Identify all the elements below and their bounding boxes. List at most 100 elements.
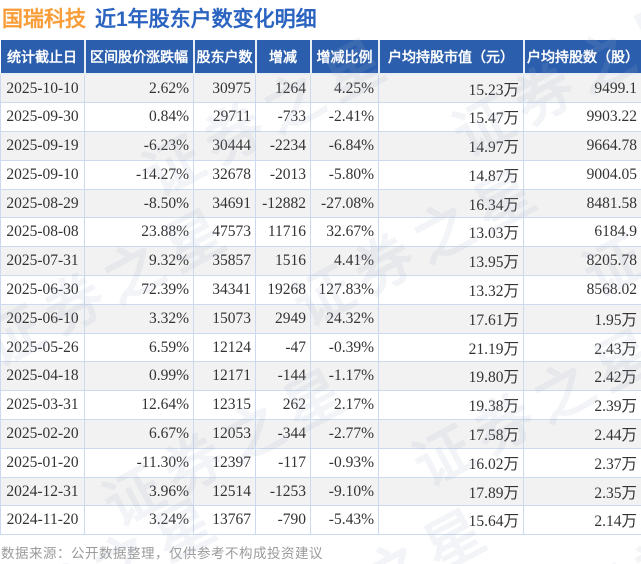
cell-avg-shares: 2.14万 bbox=[523, 505, 641, 536]
cell-price-change: -8.50% bbox=[84, 188, 194, 219]
cell-holder-count: 32678 bbox=[193, 159, 256, 190]
cell-delta-ratio: -0.93% bbox=[310, 447, 379, 478]
cell-avg-market-value: 19.38万 bbox=[378, 390, 524, 421]
table-row: 2025-06-30 72.39% 34341 19268 127.83% 13.32万 8… bbox=[0, 275, 641, 305]
cell-price-change: 3.96% bbox=[84, 476, 194, 507]
cell-date: 2025-09-30 bbox=[0, 102, 85, 133]
cell-holder-count: 12053 bbox=[193, 419, 256, 449]
table-body: 2025-10-10 2.62% 30975 1264 4.25% 15.23万 9499.… bbox=[0, 73, 641, 536]
column-header-avg-shares: 户均持股数（股） bbox=[522, 40, 641, 75]
cell-delta: -47 bbox=[255, 332, 311, 363]
cell-holder-count: 29711 bbox=[193, 102, 256, 133]
cell-delta: -344 bbox=[255, 419, 311, 449]
cell-date: 2025-09-19 bbox=[0, 131, 85, 161]
cell-date: 2025-06-10 bbox=[0, 303, 85, 334]
table-row: 2025-04-18 0.99% 12171 -144 -1.17% 19.80万 2.42… bbox=[0, 361, 641, 392]
cell-delta: 1264 bbox=[255, 73, 311, 104]
cell-avg-shares: 9664.78 bbox=[523, 131, 641, 161]
table-row: 2025-01-20 -11.30% 12397 -117 -0.93% 16.02万 2.… bbox=[0, 447, 641, 478]
cell-price-change: 23.88% bbox=[84, 217, 194, 248]
cell-avg-shares: 2.43万 bbox=[523, 332, 641, 363]
cell-avg-market-value: 16.02万 bbox=[378, 447, 524, 478]
cell-delta-ratio: -5.80% bbox=[310, 159, 379, 190]
table-row: 2025-08-08 23.88% 47573 11716 32.67% 13.03万 61… bbox=[0, 217, 641, 248]
stock-name: 国瑞科技 bbox=[2, 8, 86, 31]
table-row: 2025-09-30 0.84% 29711 -733 -2.41% 15.47万 9903… bbox=[0, 102, 641, 133]
cell-avg-shares: 9499.1 bbox=[523, 73, 641, 104]
table-row: 2025-05-26 6.59% 12124 -47 -0.39% 21.19万 2.43万 bbox=[0, 332, 641, 363]
cell-avg-market-value: 17.58万 bbox=[378, 419, 524, 449]
cell-avg-shares: 8481.58 bbox=[523, 188, 641, 219]
cell-holder-count: 34691 bbox=[193, 188, 256, 219]
cell-delta: -117 bbox=[255, 447, 311, 478]
cell-price-change: 3.24% bbox=[84, 505, 194, 536]
cell-price-change: 6.59% bbox=[84, 332, 194, 363]
cell-delta: 262 bbox=[255, 390, 311, 421]
table-header-row: 统计截止日 区间股价涨跌幅 股东户数 增减 增减比例 户均持股市值（元） 户均持股数（股） bbox=[0, 40, 641, 75]
cell-avg-shares: 8205.78 bbox=[523, 246, 641, 277]
cell-holder-count: 34341 bbox=[193, 275, 256, 305]
cell-delta-ratio: -9.10% bbox=[310, 476, 379, 507]
cell-date: 2024-12-31 bbox=[0, 476, 85, 507]
cell-delta: -12882 bbox=[255, 188, 311, 219]
cell-date: 2025-05-26 bbox=[0, 332, 85, 363]
cell-delta-ratio: -2.77% bbox=[310, 419, 379, 449]
cell-delta: 11716 bbox=[255, 217, 311, 248]
cell-date: 2025-06-30 bbox=[0, 275, 85, 305]
table-row: 2025-07-31 9.32% 35857 1516 4.41% 13.95万 8205.… bbox=[0, 246, 641, 277]
cell-delta-ratio: -27.08% bbox=[310, 188, 379, 219]
table-row: 2025-02-20 6.67% 12053 -344 -2.77% 17.58万 2.44… bbox=[0, 419, 641, 449]
cell-holder-count: 13767 bbox=[193, 505, 256, 536]
cell-avg-shares: 2.35万 bbox=[523, 476, 641, 507]
cell-avg-shares: 2.37万 bbox=[523, 447, 641, 478]
cell-price-change: 0.84% bbox=[84, 102, 194, 133]
cell-avg-shares: 2.42万 bbox=[523, 361, 641, 392]
cell-holder-count: 47573 bbox=[193, 217, 256, 248]
table-row: 2025-08-29 -8.50% 34691 -12882 -27.08% 16.34万… bbox=[0, 188, 641, 219]
cell-holder-count: 12514 bbox=[193, 476, 256, 507]
cell-avg-market-value: 19.80万 bbox=[378, 361, 524, 392]
cell-date: 2025-01-20 bbox=[0, 447, 85, 478]
cell-delta-ratio: -2.41% bbox=[310, 102, 379, 133]
cell-price-change: 0.99% bbox=[84, 361, 194, 392]
cell-delta-ratio: -6.84% bbox=[310, 131, 379, 161]
cell-avg-market-value: 21.19万 bbox=[378, 332, 524, 363]
cell-delta: -733 bbox=[255, 102, 311, 133]
cell-avg-market-value: 17.61万 bbox=[378, 303, 524, 334]
cell-price-change: 72.39% bbox=[84, 275, 194, 305]
table-row: 2025-03-31 12.64% 12315 262 2.17% 19.38万 2.39万 bbox=[0, 390, 641, 421]
cell-delta-ratio: 4.25% bbox=[310, 73, 379, 104]
cell-delta-ratio: -5.43% bbox=[310, 505, 379, 536]
cell-price-change: -11.30% bbox=[84, 447, 194, 478]
cell-delta: -144 bbox=[255, 361, 311, 392]
table-row: 2024-12-31 3.96% 12514 -1253 -9.10% 17.89万 2.3… bbox=[0, 476, 641, 507]
cell-date: 2025-07-31 bbox=[0, 246, 85, 277]
cell-delta-ratio: 4.41% bbox=[310, 246, 379, 277]
cell-avg-shares: 9004.05 bbox=[523, 159, 641, 190]
cell-price-change: -14.27% bbox=[84, 159, 194, 190]
cell-avg-shares: 1.95万 bbox=[523, 303, 641, 334]
cell-holder-count: 12124 bbox=[193, 332, 256, 363]
cell-holder-count: 12315 bbox=[193, 390, 256, 421]
cell-avg-market-value: 13.03万 bbox=[378, 217, 524, 248]
cell-delta: 19268 bbox=[255, 275, 311, 305]
cell-avg-market-value: 16.34万 bbox=[378, 188, 524, 219]
cell-delta: -2013 bbox=[255, 159, 311, 190]
cell-delta: 1516 bbox=[255, 246, 311, 277]
cell-holder-count: 15073 bbox=[193, 303, 256, 334]
cell-date: 2025-08-29 bbox=[0, 188, 85, 219]
cell-date: 2025-02-20 bbox=[0, 419, 85, 449]
column-header-delta: 增减 bbox=[254, 40, 311, 75]
cell-price-change: 12.64% bbox=[84, 390, 194, 421]
cell-avg-market-value: 13.95万 bbox=[378, 246, 524, 277]
cell-delta-ratio: -0.39% bbox=[310, 332, 379, 363]
cell-date: 2025-04-18 bbox=[0, 361, 85, 392]
cell-date: 2025-03-31 bbox=[0, 390, 85, 421]
cell-delta-ratio: 32.67% bbox=[310, 217, 379, 248]
cell-avg-market-value: 15.64万 bbox=[378, 505, 524, 536]
table-row: 2025-06-10 3.32% 15073 2949 24.32% 17.61万 1.95… bbox=[0, 303, 641, 334]
column-header-avg-market-value: 户均持股市值（元） bbox=[377, 40, 524, 75]
table-row: 2025-09-10 -14.27% 32678 -2013 -5.80% 14.87万 9… bbox=[0, 159, 641, 190]
cell-holder-count: 30444 bbox=[193, 131, 256, 161]
